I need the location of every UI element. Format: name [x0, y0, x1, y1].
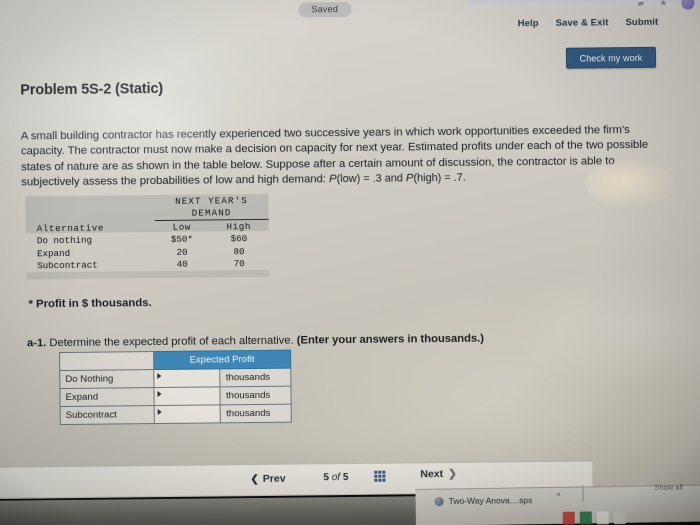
page-counter: 5 of 5 [323, 472, 348, 483]
expected-profit-input-subcontract[interactable] [153, 404, 221, 424]
submit-link[interactable]: Submit [625, 16, 659, 29]
avatar[interactable] [681, 0, 695, 10]
page-title: Problem 5S-2 (Static) [20, 80, 164, 99]
payoff-row-high: $60 [230, 233, 248, 245]
payoff-row-alternative: Subcontract [37, 259, 98, 272]
header-links: Help Save & Exit Submit [518, 17, 659, 29]
payoff-row-low: 40 [176, 258, 188, 271]
page-total: 5 [342, 472, 349, 484]
payoff-col-alternative: Alternative [36, 222, 105, 234]
bookmark-star-icon[interactable]: ★ [659, 0, 668, 8]
next-button[interactable]: Next ❯ [420, 468, 457, 480]
help-link[interactable]: Help [517, 18, 539, 30]
caret-icon [157, 372, 162, 380]
answer-header-blank [59, 351, 154, 371]
question-a1: a-1. Determine the expected profit of ea… [27, 333, 484, 350]
answer-row-unit: thousands [220, 404, 292, 423]
prev-label: Prev [262, 472, 286, 485]
answer-row-unit: thousands [220, 386, 292, 405]
question-a1-label: a-1. [26, 337, 47, 350]
answer-row-unit: thousands [220, 368, 291, 387]
prob-high-value: (high) = .7. [413, 172, 466, 185]
tray-app-icon[interactable] [579, 510, 592, 525]
question-a1-hint: (Enter your answers in thousands.) [296, 332, 484, 347]
extension-icon[interactable]: ▰ [637, 0, 645, 8]
answer-row-label: Do Nothing [59, 369, 154, 389]
grid-view-icon[interactable] [374, 470, 386, 482]
table-row: Subcontract 40 70 [26, 257, 269, 272]
file-icon [434, 496, 444, 506]
tray-app-icon[interactable] [562, 511, 575, 525]
download-item[interactable]: Two-Way Anova....sps [434, 495, 533, 506]
divider [582, 485, 584, 502]
next-label: Next [420, 468, 444, 481]
save-and-exit-link[interactable]: Save & Exit [555, 17, 609, 29]
chevron-right-icon: ❯ [448, 467, 457, 480]
payoff-group-header-line2: DEMAND [154, 206, 269, 221]
payoff-row-low: $50* [170, 233, 193, 246]
payoff-row-high: 80 [233, 245, 245, 257]
chevron-left-icon: ❮ [250, 473, 259, 486]
tray-app-icon[interactable] [613, 510, 626, 524]
expected-profit-input-expand[interactable] [153, 386, 221, 406]
table-row: Do Nothing thousands [59, 368, 291, 389]
prob-low-value: (low) = .3 and [336, 172, 406, 186]
payoff-col-low: Low [172, 221, 191, 233]
show-all-downloads-link[interactable]: Show all [654, 482, 683, 492]
page-of: of [331, 472, 341, 484]
payoff-col-high: High [226, 220, 252, 233]
check-my-work-button[interactable]: Check my work [565, 46, 657, 69]
question-a1-text: Determine the expected profit of each al… [46, 334, 297, 350]
expected-profit-input-do-nothing[interactable] [153, 368, 221, 388]
payoff-group-header-line1: NEXT YEAR'S [175, 194, 248, 207]
table-row: Subcontract thousands [60, 404, 292, 425]
chevron-up-icon[interactable]: ^ [556, 491, 561, 501]
answer-table: Expected Profit Do Nothing thousands Exp… [59, 350, 292, 425]
payoff-table: NEXT YEAR'S DEMAND Alternative Low High … [25, 193, 270, 280]
payoff-row-low: 20 [176, 246, 188, 258]
answer-row-label: Subcontract [60, 405, 155, 425]
download-item-label: Two-Way Anova....sps [448, 495, 533, 506]
taskbar-tray [562, 508, 700, 525]
desktop-taskbar [0, 495, 453, 525]
table-row: Expand thousands [59, 386, 292, 407]
tray-app-icon[interactable] [596, 510, 609, 524]
page-current: 5 [323, 472, 330, 484]
status-badge-saved: Saved [298, 1, 352, 18]
answer-row-label: Expand [59, 387, 154, 407]
caret-icon [157, 390, 162, 398]
problem-statement: A small building contractor has recently… [21, 123, 664, 191]
caret-icon [157, 408, 162, 416]
prev-button[interactable]: ❮ Prev [250, 473, 285, 485]
answer-header-expected-profit: Expected Profit [153, 350, 291, 370]
payoff-row-high: 70 [233, 258, 245, 270]
payoff-table-footnote: * Profit in $ thousands. [28, 297, 152, 311]
